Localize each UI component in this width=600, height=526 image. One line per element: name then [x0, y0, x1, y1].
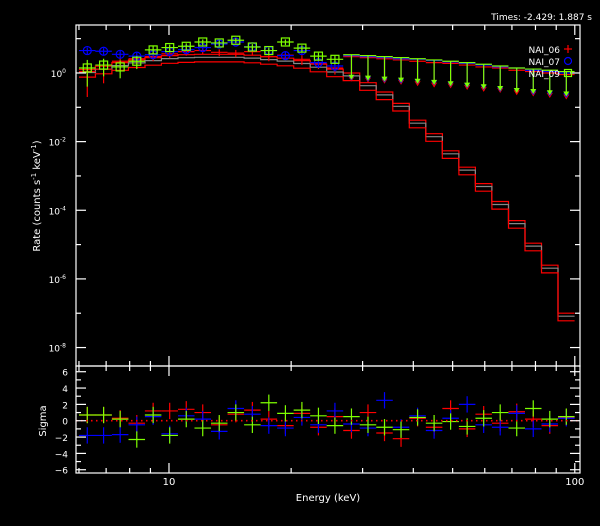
upper-limit-arrow — [414, 78, 421, 84]
square-marker — [330, 54, 340, 64]
square-marker — [214, 38, 224, 48]
upper-limit-arrow — [431, 79, 438, 85]
square-marker — [280, 37, 291, 47]
residual-y-label: Sigma — [38, 405, 49, 436]
square-marker — [264, 45, 274, 56]
times-header: Times: -2.429: 1.887 s — [490, 13, 592, 23]
circle-marker — [82, 45, 92, 56]
legend: NAI_06 NAI_07 NAI_09 — [529, 45, 573, 80]
square-marker — [98, 60, 109, 70]
upper-limit-arrow — [364, 75, 371, 81]
y-tick-label: 100 — [51, 68, 66, 80]
square-marker — [247, 42, 257, 52]
legend-label-NAI_07: NAI_07 — [529, 58, 561, 68]
axes: 10 100 100 10-2 10-4 10-6 10-8 6 4 2 0 −2 −4 −6 — [49, 24, 584, 488]
circle-icon — [563, 56, 573, 66]
upper-limit-arrow — [497, 85, 504, 91]
y-tick-label: 10-6 — [49, 274, 67, 286]
square-marker — [297, 43, 307, 53]
x-tick-label: 100 — [565, 477, 584, 488]
residual-tick-label: 6 — [62, 369, 68, 379]
upper-limit-arrow — [563, 91, 570, 97]
square-marker — [198, 37, 208, 47]
upper-limit-arrow — [513, 87, 520, 93]
residual-tick-label: 2 — [62, 401, 68, 411]
square-marker — [82, 63, 92, 73]
square-marker — [313, 51, 324, 61]
y-axis-label: Rate (counts s-1 keV-1) — [30, 140, 43, 251]
residual-panel-frame — [75, 365, 581, 474]
square-marker — [231, 35, 241, 45]
circle-marker — [98, 46, 109, 56]
x-axis-label: Energy (keV) — [296, 493, 361, 504]
y-tick-label: 10-8 — [49, 343, 67, 355]
model-step-grey — [79, 56, 575, 317]
residual-panel — [76, 392, 580, 448]
rate-panel — [79, 35, 575, 322]
residual-tick-label: −4 — [55, 450, 69, 460]
y-tick-label: 10-2 — [49, 137, 67, 149]
upper-limit-arrow — [530, 89, 537, 95]
square-marker — [132, 56, 142, 66]
square-marker — [148, 45, 158, 55]
circle-marker — [280, 51, 291, 61]
residual-tick-label: 4 — [62, 385, 68, 395]
square-marker — [181, 41, 191, 51]
square-icon — [563, 68, 573, 78]
square-marker — [115, 62, 125, 72]
circle-marker — [115, 49, 125, 59]
y-tick-label: 10-4 — [49, 205, 67, 217]
residual-tick-label: 0 — [62, 418, 68, 428]
upper-limit-arrow — [480, 84, 487, 90]
upper-limit-arrow — [464, 82, 471, 88]
upper-limit-arrow — [546, 90, 553, 96]
legend-label-NAI_06: NAI_06 — [529, 46, 561, 56]
residual-tick-label: −6 — [55, 467, 69, 477]
upper-limit-arrow — [381, 76, 388, 82]
model-step-red-lower — [79, 61, 575, 322]
residual-tick-label: −2 — [55, 434, 68, 444]
square-marker — [165, 42, 175, 53]
upper-limit-arrow — [348, 74, 355, 80]
model-step-red — [79, 53, 575, 314]
x-tick-label: 10 — [163, 477, 176, 488]
upper-limit-arrow — [398, 77, 405, 83]
upper-limit-arrow — [447, 81, 454, 87]
legend-label-NAI_09: NAI_09 — [529, 70, 561, 80]
